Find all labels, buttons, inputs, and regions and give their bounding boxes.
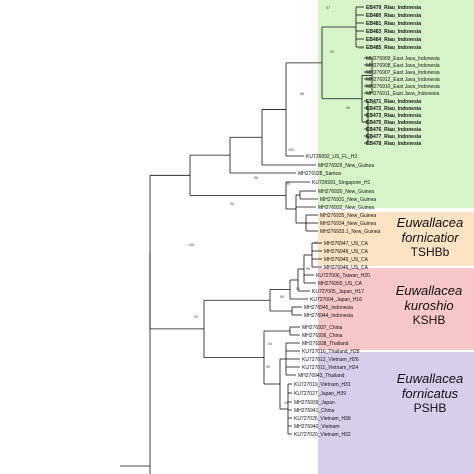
clade-label-pshb: Euwallacea fornicatus PSHB: [386, 371, 474, 416]
leaf-label: EB478_Riau_Indonesia: [366, 141, 421, 147]
support-value: 94: [284, 401, 288, 405]
clade-band-green: [318, 0, 474, 208]
leaf-label: EB479_Riau_Indonesia: [366, 5, 421, 11]
support-value: 58: [254, 176, 258, 180]
leaf-label: MH276946_US_CA: [324, 265, 369, 271]
leaf-label: KU727005_Japan_H17: [312, 289, 364, 295]
leaf-label: MH276909_East Java_Indonesia: [366, 56, 440, 62]
leaf-label: KU727016_Thailand_H28: [302, 349, 360, 355]
leaf-label: MH276928_Samoa: [298, 171, 341, 177]
support-value: 93: [194, 315, 198, 319]
leaf-label: MH276950_US_CA: [318, 281, 363, 287]
leaf-label: EB485_Riau_Indonesia: [366, 45, 421, 51]
clade-species-tshbb: Euwallacea fornicatior: [396, 215, 464, 245]
leaf-label: KU727019_Vietnam_H31: [294, 382, 351, 388]
leaf-label: EB472_Riau_Indonesia: [366, 106, 421, 112]
leaf-label: MH276938_Thailand: [302, 341, 349, 347]
leaf-label: MH276936_China: [302, 333, 343, 339]
leaf-label: MH276949_US_CA: [324, 257, 369, 263]
leaf-label: MH276907_East Java_Indonesia: [366, 70, 440, 76]
leaf-label: EB484_Riau_Indonesia: [366, 37, 421, 43]
leaf-label: EB473_Riau_Indonesia: [366, 113, 421, 119]
leaf-label: MH276937_China: [302, 325, 343, 331]
leaf-label: KU727020_Vietnam_H32: [294, 432, 351, 438]
support-value: 99: [306, 267, 310, 271]
leaf-label: EB481_Riau_Indonesia: [366, 21, 421, 27]
support-value: 95: [230, 202, 234, 206]
leaf-label: KU726992_US_FL_H2: [306, 154, 357, 160]
leaf-label: EB477_Riau_Indonesia: [366, 134, 421, 140]
support-value: 99: [330, 50, 334, 54]
clade-label-tshbb: Euwallacea fornicatior TSHBb: [386, 215, 474, 260]
support-value: 100: [188, 243, 194, 247]
leaf-label: MH276947_US_CA: [324, 241, 369, 247]
support-value: 88: [300, 92, 304, 96]
clade-species-pshb: Euwallacea fornicatus: [396, 371, 464, 401]
clade-abbr-kshb: KSHB: [412, 312, 446, 327]
leaf-label: EB480_Riau_Indonesia: [366, 13, 421, 19]
leaf-label: MH276930_New_Guinea: [318, 189, 374, 195]
leaf-label: MH276929_New_Guinea: [318, 163, 374, 169]
leaf-label: MH276911_East Java_Indonesia: [366, 91, 440, 97]
leaf-label: MH276948_US_CA: [324, 249, 369, 255]
leaf-label: MH276933.1_New_Guinea: [320, 229, 381, 235]
support-value: 95: [280, 295, 284, 299]
leaf-label: KU727027_Japan_H39: [294, 391, 346, 397]
leaf-label: EB471_Riau_Indonesia: [366, 99, 421, 105]
leaf-label: EB475_Riau_Indonesia: [366, 120, 421, 126]
support-value: 99: [314, 241, 318, 245]
leaf-label: MH276934_New_Guinea: [320, 221, 376, 227]
clade-abbr-pshb: PSHB: [413, 400, 447, 415]
clade-band-pshb: [318, 352, 474, 474]
leaf-label: KU727011_Vietnam_H24: [302, 365, 358, 371]
leaf-label: MH276912_East Java_Indonesia: [366, 77, 440, 83]
clade-label-kshb: Euwallacea kuroshio KSHB: [384, 283, 474, 328]
support-value: 99: [286, 182, 290, 186]
support-value: 99: [296, 287, 300, 291]
support-value: 96: [346, 106, 350, 110]
clade-band-tshbb: [318, 212, 474, 266]
leaf-label: MH276935_New_Guinea: [320, 213, 376, 219]
leaf-label: EB476_Riau_Indonesia: [366, 127, 421, 133]
support-value: 99: [266, 365, 270, 369]
leaf-label: EB483_Riau_Indonesia: [366, 29, 421, 35]
support-value: 100: [358, 46, 364, 50]
leaf-label: MH276931_New_Guinea: [320, 197, 376, 203]
leaf-label: KU726991_Singapore_H1: [312, 180, 371, 186]
leaf-label: MH276940_Vietnam: [294, 424, 340, 430]
leaf-label: MH276943_Thailand: [298, 373, 345, 379]
leaf-label: KU727006_Taiwan_H20: [316, 273, 370, 279]
leaf-label: MH276945_Indonesia: [304, 305, 353, 311]
leaf-label: KU727004_Japan_H16: [310, 297, 362, 303]
leaf-label: MH276908_East Java_Indonesia: [366, 63, 440, 69]
support-value: 100: [288, 148, 294, 152]
leaf-label: MH276944_Indonesia: [304, 313, 353, 319]
support-value: 97: [326, 6, 330, 10]
support-value: 99: [368, 136, 372, 140]
clade-band-kshb: [318, 268, 474, 350]
leaf-label: KU727026_Vietnam_H38: [294, 416, 351, 422]
leaf-label: MH276932_New_Guinea: [318, 205, 374, 211]
support-value: 93: [268, 342, 272, 346]
leaf-label: MH276910_East Java_Indonesia: [366, 84, 440, 90]
clade-species-kshb: Euwallacea kuroshio: [395, 283, 463, 313]
leaf-label: KU727012_Vietnam_H26: [302, 357, 359, 363]
leaf-label: MH276941_China: [294, 408, 335, 414]
leaf-label: MH276939_Japan: [294, 400, 335, 406]
clade-abbr-tshbb: TSHBb: [410, 244, 450, 259]
support-value: 53: [372, 101, 376, 105]
